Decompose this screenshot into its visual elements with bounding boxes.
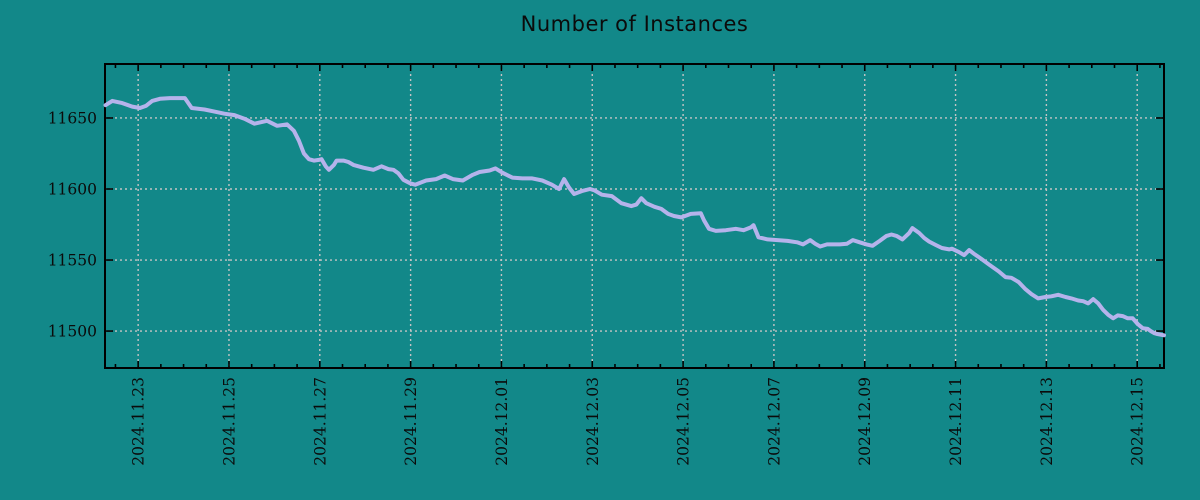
series-line bbox=[103, 96, 1166, 338]
x-tick-label: 2024.12.01 bbox=[493, 377, 511, 466]
y-tick-label: 11500 bbox=[48, 323, 97, 341]
plot-border bbox=[104, 63, 1165, 369]
x-tick-label: 2024.12.03 bbox=[584, 377, 602, 466]
x-tick-label: 2024.12.07 bbox=[765, 377, 783, 466]
y-tick-label: 11600 bbox=[48, 181, 97, 199]
y-tick-label: 11550 bbox=[48, 252, 97, 270]
x-tick-labels: 2024.11.23 2024.11.25 2024.11.27 2024.11.29… bbox=[130, 377, 1147, 466]
x-tick-label: 2024.12.11 bbox=[947, 377, 965, 466]
y-tick-labels: 11500 11550 11600 11650 bbox=[48, 109, 97, 340]
y-tick-label: 11650 bbox=[48, 109, 97, 127]
axis-ticks bbox=[105, 64, 1164, 368]
gridlines bbox=[105, 64, 1164, 368]
x-tick-label: 2024.12.13 bbox=[1038, 377, 1056, 466]
x-tick-label: 2024.12.15 bbox=[1129, 377, 1147, 466]
x-tick-label: 2024.11.27 bbox=[311, 377, 329, 466]
x-tick-label: 2024.12.09 bbox=[856, 377, 874, 466]
x-tick-label: 2024.11.25 bbox=[220, 377, 238, 466]
x-tick-label: 2024.11.23 bbox=[130, 377, 148, 466]
x-tick-label: 2024.12.05 bbox=[675, 377, 693, 466]
x-tick-label: 2024.11.29 bbox=[402, 377, 420, 466]
chart-title: Number of Instances bbox=[520, 12, 749, 36]
